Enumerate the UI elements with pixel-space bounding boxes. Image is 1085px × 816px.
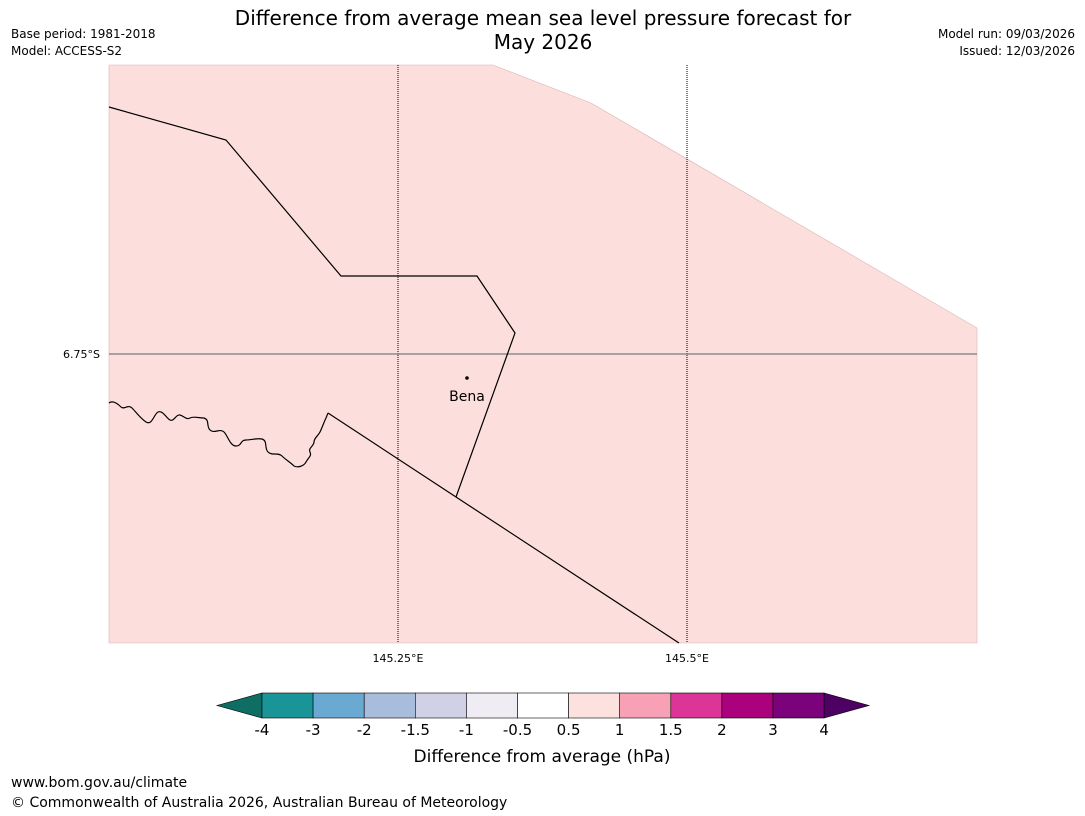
meta-left: Base period: 1981-2018 Model: ACCESS-S2: [11, 26, 156, 60]
issued-date: Issued: 12/03/2026: [959, 44, 1075, 58]
colorbar-tick-label: 3: [768, 721, 778, 739]
colorbar-tick-label: -1.5: [401, 721, 430, 739]
place-marker-icon: [465, 376, 469, 380]
colorbar-extend-high: [823, 692, 871, 719]
colorbar-tick-label: -4: [255, 721, 270, 739]
model-name: Model: ACCESS-S2: [11, 44, 123, 58]
model-run: Model run: 09/03/2026: [937, 27, 1075, 41]
colorbar-segment: [568, 692, 620, 719]
colorbar-segment: [517, 692, 569, 719]
colorbar-tick-label: 2: [717, 721, 727, 739]
colorbar-tick-label: 1.5: [659, 721, 683, 739]
colorbar-segment: [414, 692, 467, 719]
coastline: [108, 401, 329, 468]
meta-right: Model run: 09/03/2026 Issued: 12/03/2026: [938, 26, 1075, 60]
chart-title: Difference from average mean sea level p…: [180, 6, 906, 54]
colorbar-label: Difference from average (hPa): [414, 747, 671, 767]
lon-label-1: 145.25°E: [373, 652, 424, 665]
colorbar-tick-label: 4: [819, 721, 829, 739]
place-label: Bena: [449, 389, 485, 405]
map-area: Bena: [108, 64, 978, 644]
colorbar-extend-low: [215, 692, 263, 719]
colorbar-segment: [312, 692, 365, 719]
lon-label-2: 145.5°E: [665, 652, 709, 665]
colorbar-segment: [721, 692, 774, 719]
colorbar-segment: [619, 692, 672, 719]
lat-label: 6.75°S: [63, 348, 100, 361]
colorbar-tick-label: 1: [615, 721, 625, 739]
axis-labels: 6.75°S 145.25°E 145.5°E: [63, 348, 709, 665]
province-boundary-south: [327, 412, 680, 644]
colorbar-segment: [261, 692, 314, 719]
title-line-1: Difference from average mean sea level p…: [234, 6, 852, 30]
base-period: Base period: 1981-2018: [11, 27, 156, 41]
colorbar-segment: [363, 692, 416, 719]
footer-url: www.bom.gov.au/climate: [11, 775, 188, 791]
footer-copyright: © Commonwealth of Australia 2026, Austra…: [11, 795, 508, 811]
colorbar-tick-label: 0.5: [557, 721, 581, 739]
province-boundary: [108, 106, 516, 498]
title-line-2: May 2026: [493, 30, 593, 54]
colorbar-tick-label: -1: [459, 721, 474, 739]
colorbar-segment: [772, 692, 825, 719]
colorbar-tick-label: -3: [306, 721, 321, 739]
colorbar-segment: [466, 692, 518, 719]
colorbar: -4 -3 -2 -1.5 -1 -0.5 0.5 1 1.5 2 3 4: [215, 692, 871, 739]
colorbar-tick-label: -0.5: [503, 721, 532, 739]
colorbar-tick-label: -2: [357, 721, 372, 739]
colorbar-segment: [670, 692, 723, 719]
